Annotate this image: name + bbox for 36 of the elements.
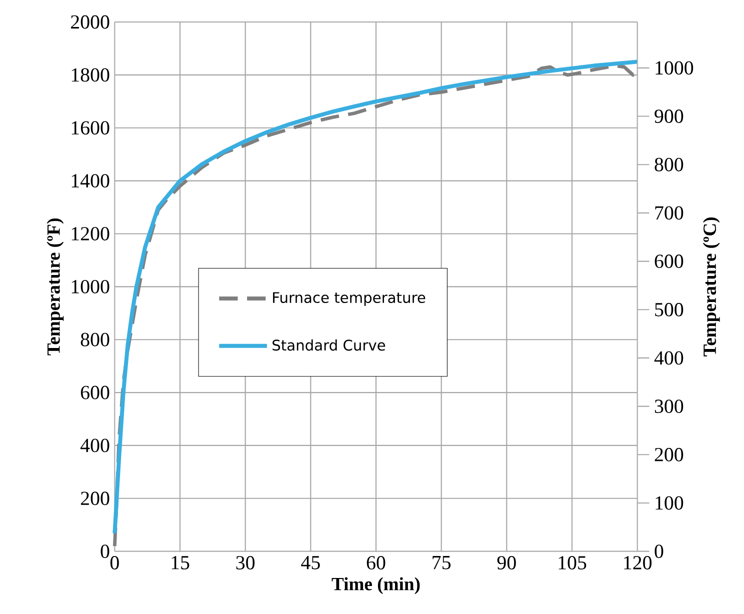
y-tick-label: 2000 [71, 15, 110, 29]
y2-tick-label: 200 [654, 448, 684, 462]
y2-tick-label: 700 [655, 206, 684, 220]
y-tick-label: 600 [80, 386, 110, 400]
x-tick-label: 90 [497, 556, 516, 570]
y-tick-label: 1000 [72, 280, 110, 294]
y2-tick-label: 500 [655, 302, 684, 316]
x-tick-label: 75 [432, 556, 451, 570]
y-axis-title: Temperature (ºF) [46, 218, 64, 356]
y-tick-label: 400 [80, 438, 110, 452]
y2-tick-label: 900 [654, 110, 684, 123]
y2-tick-label: 300 [654, 400, 684, 414]
y-tick-label: 1800 [72, 68, 110, 82]
y-tick-label: 0 [100, 544, 110, 558]
y2-tick-label: 600 [654, 254, 684, 268]
legend-label: Standard Curve [272, 339, 386, 351]
y2-tick-label: 1000 [656, 61, 694, 75]
y2-tick-label: 400 [654, 351, 684, 365]
y-tick-label: 1600 [72, 121, 110, 135]
x-tick-label: 0 [110, 556, 119, 570]
x-axis-title: Time (min) [332, 577, 420, 594]
x-tick-label: 45 [301, 556, 320, 570]
x-tick-label: 105 [558, 556, 586, 570]
x-tick-label: 30 [236, 556, 255, 570]
y-tick-label: 1400 [72, 174, 110, 188]
x-tick-label: 15 [172, 556, 190, 570]
x-tick-label: 60 [366, 556, 386, 570]
y2-tick-label: 100 [656, 496, 684, 510]
legend-label: Furnace temperature [273, 292, 426, 306]
y-tick-label: 800 [80, 332, 110, 346]
y-tick-label: 1200 [72, 227, 110, 240]
y2-tick-label: 0 [654, 544, 664, 558]
y2-tick-label: 800 [654, 158, 684, 172]
y2-axis-title: Temperature (ºC) [702, 218, 720, 356]
x-tick-label: 120 [624, 556, 652, 570]
y-tick-label: 200 [80, 492, 110, 506]
